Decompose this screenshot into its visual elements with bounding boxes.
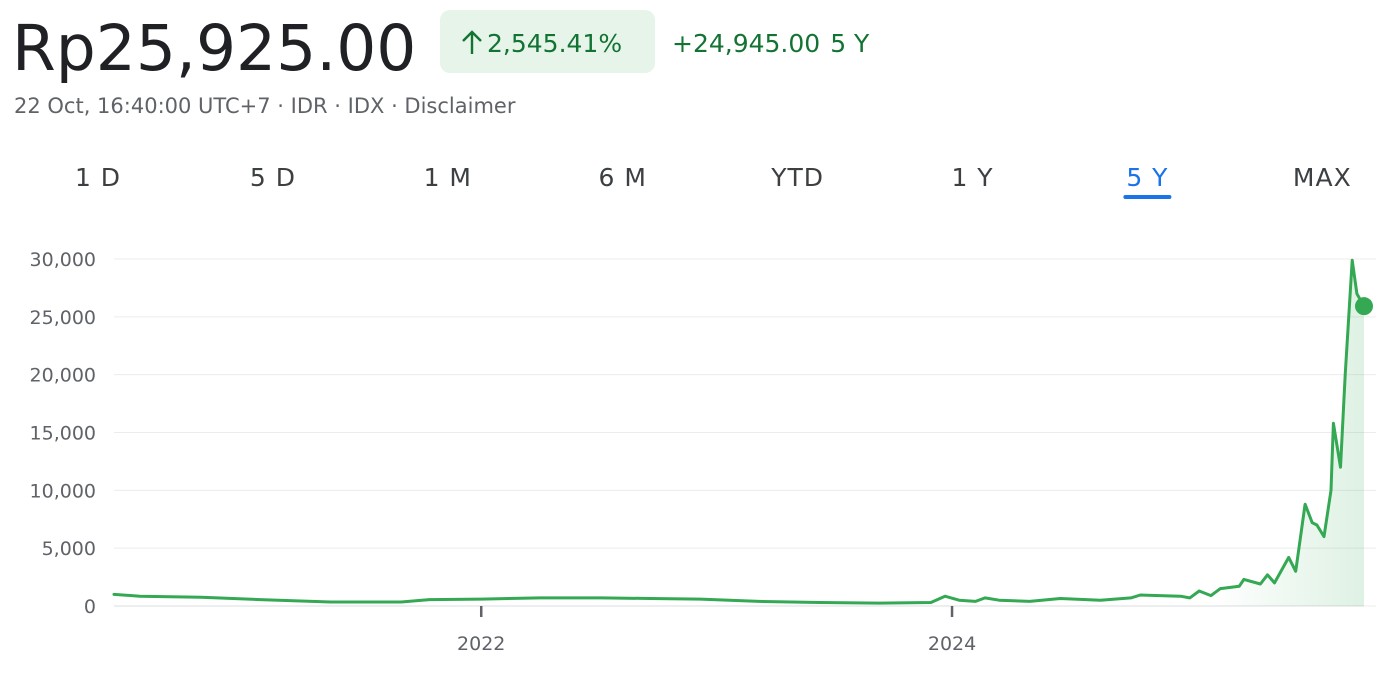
change-percent: 2,545.41% [487, 29, 622, 58]
price-area [114, 260, 1364, 606]
price-line [112, 258, 1366, 605]
up-arrow-icon [462, 30, 482, 54]
change-value: +24,945.00 [672, 29, 820, 58]
y-tick-label: 15,000 [30, 423, 96, 445]
range-tab[interactable]: 1 D [75, 163, 121, 192]
last-price-dot [1355, 297, 1373, 316]
range-tab[interactable]: MAX [1293, 163, 1352, 192]
range-tab[interactable]: 5 Y [1126, 163, 1168, 192]
change-badge [440, 10, 655, 73]
range-tab[interactable]: YTD [770, 163, 824, 192]
chart: 0 5,000 10,000 15,000 20,000 25,000 30,000 2022… [30, 249, 1376, 655]
y-tick-label: 10,000 [30, 480, 96, 502]
range-tab[interactable]: 1 M [424, 163, 472, 192]
quote-info: 22 Oct, 16:40:00 UTC+7 · IDR · IDX · Dis… [14, 94, 516, 118]
y-tick-label: 30,000 [30, 249, 96, 271]
change: +24,945.00 5 Y [672, 29, 870, 58]
x-tick-label: 2024 [928, 633, 976, 655]
range-tab[interactable]: 6 M [598, 163, 646, 192]
change-period: 5 Y [830, 29, 870, 58]
range-tab[interactable]: 5 D [250, 163, 296, 192]
y-tick-label: 20,000 [30, 365, 96, 387]
y-tick-label: 0 [84, 596, 96, 618]
x-tick-label: 2022 [457, 633, 505, 655]
range-tab[interactable]: 1 Y [951, 163, 993, 192]
active-tab-underline [1123, 195, 1172, 199]
price: Rp25,925.00 [12, 12, 416, 85]
range-tabs: 1 D 5 D 1 M 6 M YTD 1 Y 5 Y MAX [75, 163, 1352, 199]
y-tick-label: 25,000 [30, 307, 96, 329]
y-tick-label: 5,000 [42, 538, 96, 560]
